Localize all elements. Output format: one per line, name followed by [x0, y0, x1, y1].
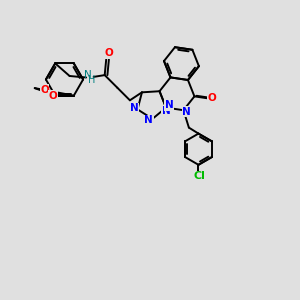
Text: N: N — [130, 103, 138, 113]
Text: N: N — [145, 115, 153, 125]
Text: O: O — [104, 49, 113, 58]
Text: N: N — [162, 106, 170, 116]
Text: N: N — [165, 100, 173, 110]
Text: N: N — [182, 107, 191, 117]
Text: Cl: Cl — [193, 171, 205, 181]
Text: N: N — [84, 70, 92, 80]
Text: O: O — [49, 91, 58, 101]
Text: O: O — [40, 85, 49, 95]
Text: O: O — [208, 93, 217, 103]
Text: H: H — [88, 75, 95, 85]
